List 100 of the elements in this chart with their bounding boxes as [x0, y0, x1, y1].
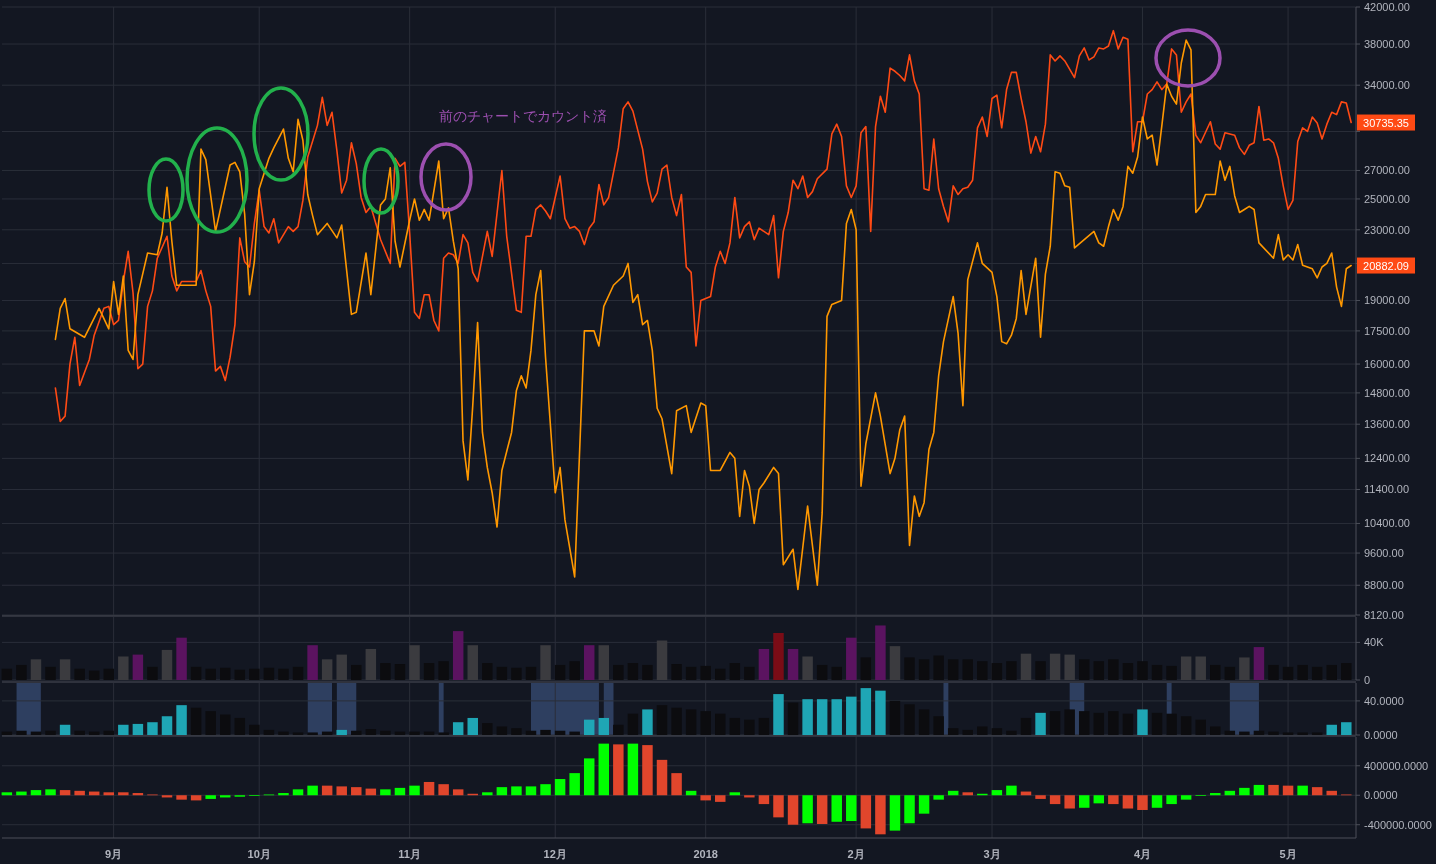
y-tick-label: 27000.00: [1364, 164, 1410, 177]
bar: [933, 655, 944, 680]
bar: [642, 709, 653, 735]
y-tick-label: 12400.00: [1364, 452, 1410, 465]
bar: [1035, 795, 1046, 799]
annotation: 前のチャートでカウント済: [439, 108, 607, 124]
bar: [715, 713, 726, 735]
bar: [962, 729, 973, 735]
bar: [627, 743, 639, 796]
bar: [540, 729, 551, 735]
bar: [1108, 659, 1119, 680]
bar: [176, 637, 187, 680]
bar: [147, 666, 158, 680]
bar: [1020, 717, 1032, 735]
bar: [583, 719, 595, 735]
bar: [1049, 653, 1061, 680]
bar: [103, 792, 115, 796]
y-tick-label: 11400.00: [1364, 483, 1410, 496]
bar: [685, 666, 697, 680]
bar: [671, 664, 682, 680]
annotation: 20882.09: [1363, 259, 1409, 272]
bar: [1064, 795, 1075, 809]
bar: [1122, 713, 1134, 735]
bar: [685, 709, 697, 735]
bar: [74, 730, 85, 735]
bar: [1268, 731, 1279, 735]
bar: [583, 758, 595, 796]
bar: [715, 795, 726, 802]
bar: [263, 729, 275, 735]
bar: [1137, 661, 1148, 680]
y-tick-label: 14800.00: [1364, 386, 1410, 399]
bar: [30, 659, 42, 680]
bar: [962, 792, 973, 796]
bar: [496, 787, 508, 796]
bar: [656, 640, 668, 680]
bar: [744, 795, 755, 798]
bar: [1064, 654, 1075, 680]
y-tick-label: 8800.00: [1364, 579, 1404, 592]
y-tick-label: 8120.00: [1364, 609, 1404, 621]
bar: [1239, 731, 1250, 735]
x-tick-label: 12月: [543, 848, 567, 860]
bar: [1282, 666, 1294, 680]
bar: [1166, 665, 1177, 680]
bar: [889, 795, 901, 831]
bar: [1, 792, 13, 796]
bar: [613, 744, 624, 796]
x-tick-label: 10月: [247, 848, 271, 860]
bar: [831, 795, 842, 822]
bar: [846, 795, 857, 822]
bar: [656, 759, 668, 796]
bar: [292, 666, 304, 680]
bar: [336, 786, 347, 796]
bar: [598, 645, 610, 680]
bar: [118, 724, 129, 735]
bar: [846, 637, 857, 680]
bar: [1078, 659, 1090, 680]
bar: [991, 663, 1003, 680]
bar: [525, 786, 537, 796]
bar: [569, 731, 580, 735]
bar: [729, 663, 741, 680]
y-tick-label: 16000.00: [1364, 358, 1410, 371]
bar: [598, 743, 610, 796]
bar: [1078, 795, 1090, 808]
bar: [409, 731, 420, 735]
bar: [16, 664, 27, 680]
bar: [1311, 732, 1323, 735]
x-tick-label: 4月: [1133, 848, 1152, 860]
bar: [1297, 664, 1308, 680]
bar: [482, 663, 493, 680]
bar: [1253, 784, 1265, 796]
bar: [700, 711, 711, 735]
bar: [554, 779, 566, 796]
bar: [467, 645, 478, 680]
bar: [1282, 785, 1294, 796]
bar: [1180, 716, 1192, 735]
bar: [613, 664, 624, 680]
y-tick-label: 0.0000: [1364, 729, 1398, 741]
bar: [1297, 785, 1308, 796]
bar: [802, 795, 813, 824]
bar: [773, 694, 784, 735]
bar: [860, 795, 872, 829]
bar: [1151, 795, 1163, 808]
x-tick-label: 2月: [847, 848, 865, 860]
bar: [190, 707, 202, 735]
bar: [583, 645, 595, 680]
bar: [642, 664, 653, 680]
x-tick-label: 2018: [693, 848, 718, 860]
bar: [758, 717, 770, 735]
bar: [1006, 730, 1017, 735]
bar: [307, 732, 318, 735]
bar: [860, 688, 872, 735]
bar: [220, 667, 231, 680]
bar: [831, 699, 842, 735]
bar: [249, 724, 260, 735]
bar: [438, 661, 449, 680]
bar: [321, 785, 333, 796]
bar: [380, 663, 391, 680]
bar: [554, 664, 566, 680]
bar: [205, 668, 216, 680]
bar: [278, 793, 289, 796]
